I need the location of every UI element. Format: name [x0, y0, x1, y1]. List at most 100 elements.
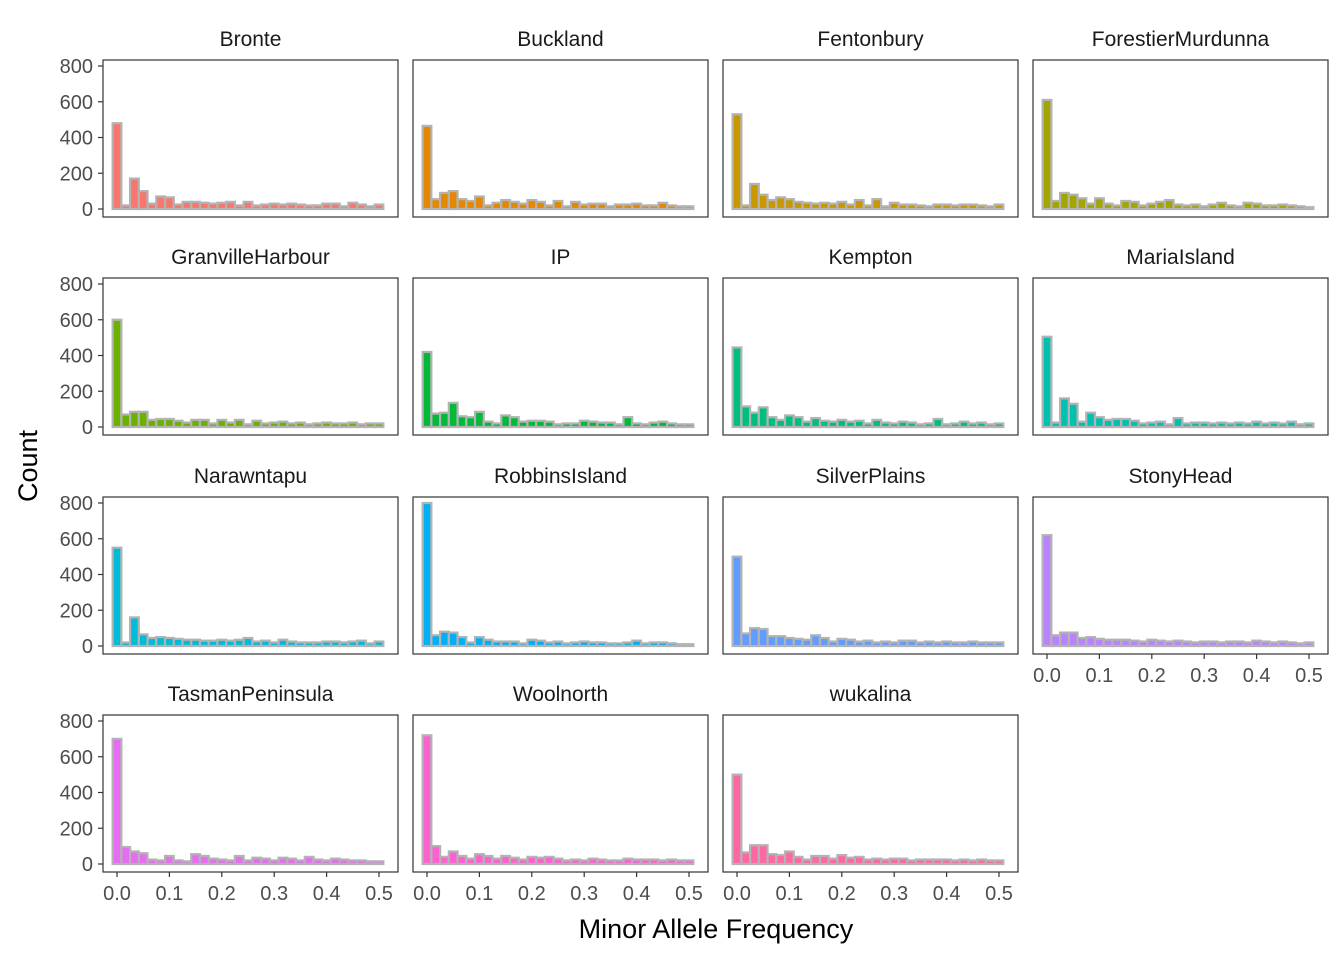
histogram-bar: [552, 640, 564, 648]
x-tick-label: 0.0: [723, 883, 751, 905]
histogram-bar: [818, 201, 830, 211]
histogram-bar: [155, 635, 167, 648]
facet-panel: Kempton: [722, 246, 1019, 436]
histogram-bar: [827, 420, 839, 429]
histogram-bar: [888, 422, 900, 429]
histogram-bar: [465, 199, 477, 211]
histogram-bar: [120, 413, 132, 429]
histogram-bar: [277, 420, 289, 429]
histogram-bar: [657, 641, 669, 648]
facet-panel: StonyHead 0.0 0.1 0.2 0.3 0.4 0.5: [1032, 465, 1329, 687]
histogram-bar: [155, 417, 167, 429]
histogram-bar: [242, 423, 254, 429]
histogram-bar: [1041, 98, 1053, 211]
histogram-bar: [810, 634, 822, 648]
histogram-bar: [1303, 641, 1315, 648]
histogram-bar: [897, 420, 909, 429]
histogram-bar: [181, 860, 193, 866]
histogram-bar: [321, 202, 333, 211]
histogram-bar: [674, 643, 686, 648]
histogram-bar: [569, 858, 581, 866]
histogram-bar: [1181, 422, 1193, 429]
facet-title: Woolnorth: [513, 683, 608, 706]
histogram-bar: [1085, 202, 1097, 211]
histogram-bar: [596, 641, 608, 648]
histogram-bar: [1181, 204, 1193, 211]
histogram-bar: [535, 200, 547, 211]
histogram-bar: [569, 200, 581, 211]
histogram-bar: [1198, 640, 1210, 648]
histogram-bar: [923, 422, 935, 429]
histogram-bar: [775, 418, 787, 429]
facet-title: IP: [551, 246, 571, 269]
panel-border: [722, 496, 1019, 655]
histogram-bar: [967, 859, 979, 866]
histogram-bar: [604, 642, 616, 648]
histogram-bar: [1207, 422, 1219, 429]
histogram-bar: [1093, 637, 1105, 648]
histogram-bar: [1050, 634, 1062, 648]
histogram-bar: [1233, 421, 1245, 429]
panel-border: [1032, 496, 1329, 655]
histogram-bar: [233, 854, 245, 866]
histogram-bar: [613, 859, 625, 866]
histogram-bar: [1251, 639, 1263, 648]
histogram-bar: [906, 421, 918, 429]
histogram-bar: [356, 639, 368, 648]
x-tick-label: 0.5: [1295, 665, 1323, 687]
histogram-bar: [1093, 197, 1105, 211]
histogram-bar: [364, 860, 376, 866]
histogram-bar: [338, 205, 350, 211]
histogram-bar: [242, 200, 254, 211]
y-tick-label: 0: [82, 417, 93, 439]
histogram-bar: [604, 421, 616, 429]
histogram-bar: [648, 641, 660, 648]
facet-panel: Bronte 0 200 400 600 800: [60, 28, 399, 221]
histogram-bar: [251, 856, 263, 866]
histogram-bar: [111, 122, 123, 211]
facet-title: Narawntapu: [194, 465, 307, 488]
histogram-bar: [1050, 199, 1062, 211]
histogram-bar: [792, 200, 804, 211]
histogram-bar: [783, 850, 795, 866]
histogram-bar: [914, 204, 926, 211]
histogram-bar: [914, 641, 926, 648]
x-tick-label: 0.0: [413, 883, 441, 905]
histogram-bar: [827, 857, 839, 866]
y-tick-label: 800: [60, 56, 93, 78]
histogram-bar: [1294, 423, 1306, 429]
histogram-bar: [731, 773, 743, 866]
histogram-bar: [500, 198, 512, 211]
histogram-bar: [465, 641, 477, 648]
histogram-bar: [181, 200, 193, 211]
histogram-bar: [932, 858, 944, 866]
histogram-bar: [552, 423, 564, 429]
facet-panel: MariaIsland: [1032, 246, 1329, 436]
x-tick-label: 0.4: [313, 883, 341, 905]
histogram-bar: [473, 410, 485, 429]
histogram-bar: [587, 857, 599, 866]
histogram-bar: [757, 844, 769, 866]
histogram-bar: [465, 416, 477, 429]
histogram-bar: [1102, 638, 1114, 648]
histogram-bar: [1224, 640, 1236, 648]
histogram-bar: [783, 198, 795, 211]
histogram-bar: [561, 859, 573, 866]
histogram-bar: [862, 639, 874, 648]
histogram-bar: [163, 196, 175, 211]
histogram-bar: [128, 850, 140, 866]
histogram-bar: [482, 420, 494, 429]
histogram-bar: [1189, 641, 1201, 648]
histogram-bar: [137, 410, 149, 429]
histogram-bar: [949, 859, 961, 866]
histogram-bar: [268, 202, 280, 211]
histogram-bar: [1207, 203, 1219, 211]
histogram-bar: [836, 853, 848, 866]
histogram-bar: [207, 857, 219, 866]
histogram-bar: [225, 859, 237, 866]
histogram-bar: [329, 422, 341, 429]
histogram-bar: [1076, 197, 1088, 211]
histogram-bar: [500, 854, 512, 866]
histogram-bar: [508, 416, 520, 429]
histogram-bar: [853, 419, 865, 429]
